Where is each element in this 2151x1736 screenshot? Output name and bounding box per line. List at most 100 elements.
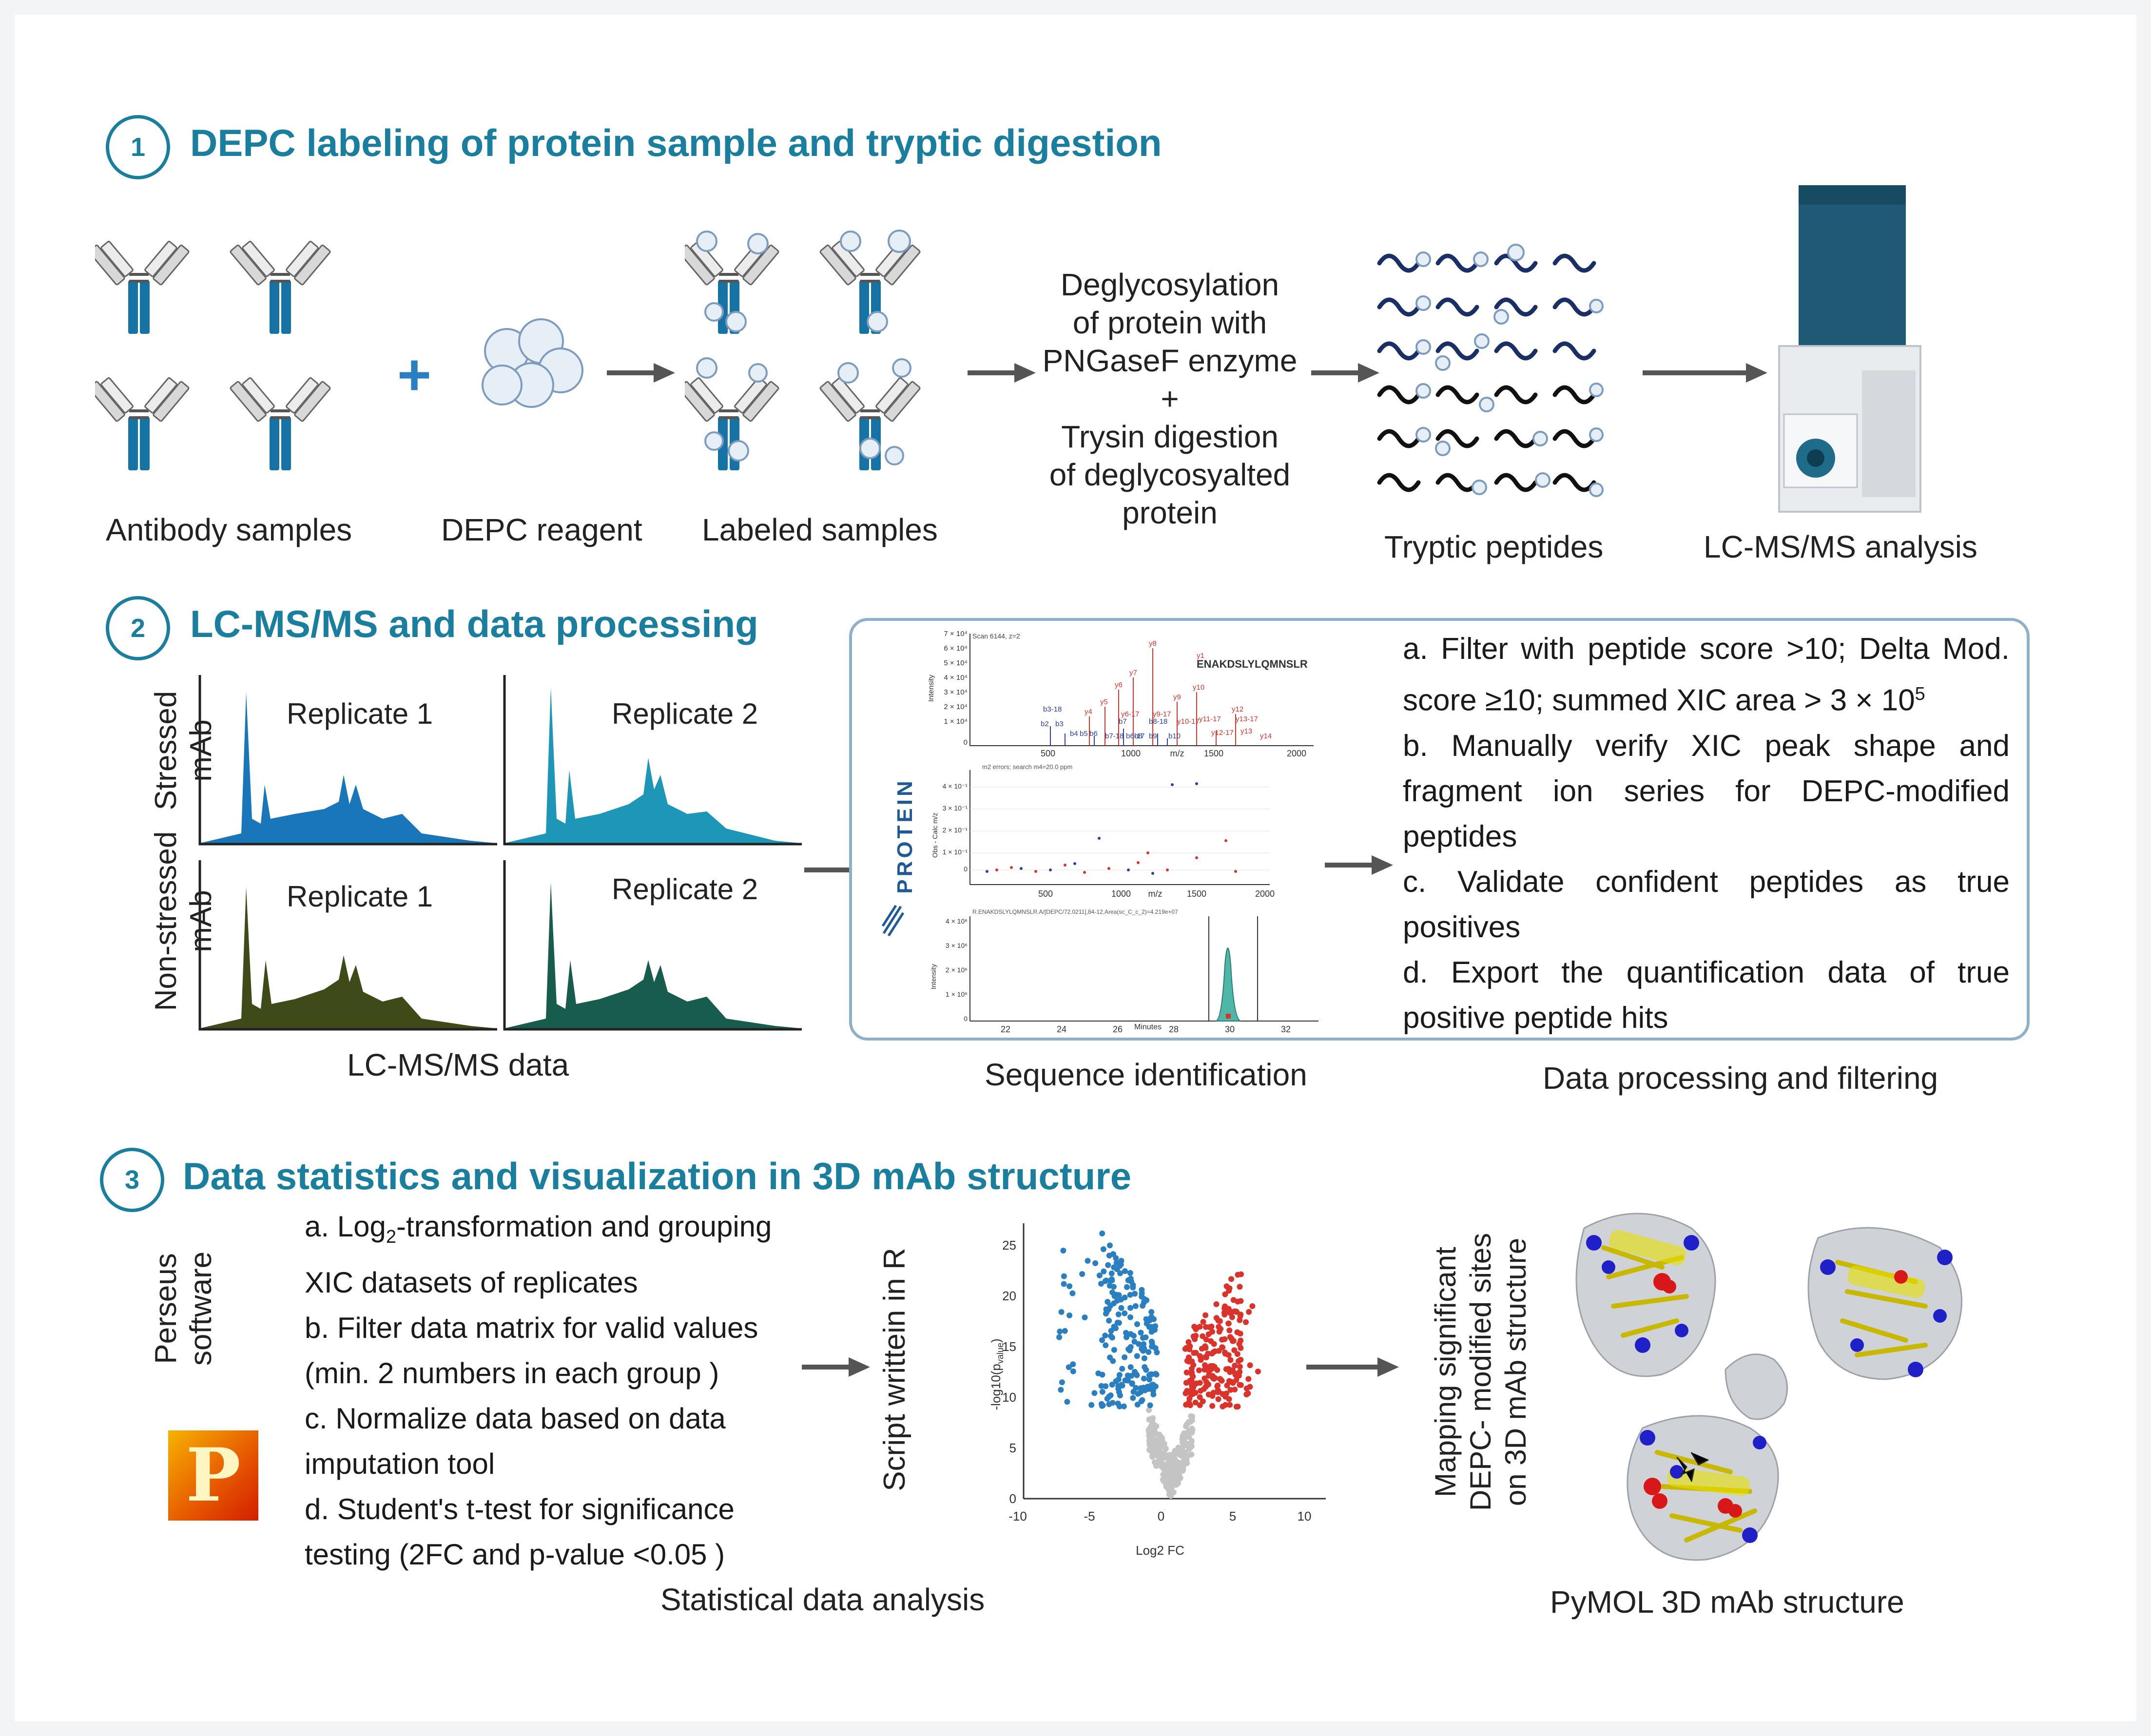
volcano-point-not-significant — [1183, 1423, 1189, 1429]
xic-ytick: 1 × 10⁶ — [946, 990, 968, 998]
arrow-2 — [968, 363, 1036, 383]
step-1-title: DEPC labeling of protein sample and tryp… — [190, 121, 1162, 164]
volcano-point-down-regulated — [1141, 1341, 1147, 1347]
lcms-analysis-label: LC-MS/MS analysis — [1704, 529, 1977, 564]
volcano-point-down-regulated — [1146, 1376, 1153, 1383]
volcano-point-not-significant — [1163, 1480, 1169, 1486]
volcano-point-down-regulated — [1082, 1314, 1088, 1321]
volcano-point-up-regulated — [1187, 1377, 1193, 1384]
volcano-point-not-significant — [1160, 1465, 1166, 1471]
volcano-point-up-regulated — [1245, 1390, 1251, 1396]
volcano-xtick: -10 — [1008, 1509, 1027, 1524]
chromatogram-stressed-replicate-1 — [198, 675, 497, 846]
volcano-point-up-regulated — [1237, 1284, 1243, 1290]
volcano-ytick: 15 — [1002, 1339, 1016, 1354]
chromatogram-nonstressed-replicate-1 — [198, 860, 497, 1031]
ion-label: b7-18 — [1105, 732, 1124, 740]
volcano-point-down-regulated — [1139, 1287, 1145, 1293]
volcano-point-up-regulated — [1202, 1354, 1208, 1360]
perseus-software-label: Perseus software — [149, 1251, 218, 1366]
error-ytick: 0 — [964, 865, 968, 873]
volcano-point-up-regulated — [1213, 1315, 1220, 1321]
volcano-point-down-regulated — [1066, 1283, 1073, 1290]
volcano-point-down-regulated — [1058, 1309, 1065, 1315]
volcano-point-down-regulated — [1145, 1349, 1152, 1355]
volcano-point-up-regulated — [1209, 1374, 1216, 1380]
volcano-point-up-regulated — [1197, 1402, 1203, 1408]
ion-label: b3 — [1055, 720, 1064, 728]
ion-label: b2 — [1041, 720, 1049, 728]
volcano-point-down-regulated — [1059, 1379, 1065, 1386]
volcano-point-not-significant — [1160, 1439, 1166, 1446]
volcano-point-not-significant — [1146, 1441, 1153, 1447]
spectrum-ytick: 6 × 10⁴ — [944, 644, 968, 653]
volcano-point-up-regulated — [1221, 1305, 1228, 1312]
volcano-point-down-regulated — [1091, 1390, 1098, 1396]
volcano-point-down-regulated — [1138, 1330, 1144, 1336]
volcano-point-up-regulated — [1245, 1376, 1252, 1382]
volcano-point-up-regulated — [1236, 1372, 1242, 1379]
volcano-point-not-significant — [1188, 1439, 1195, 1446]
volcano-ytick: 10 — [1002, 1390, 1016, 1405]
xic-xtick: 24 — [1057, 1024, 1066, 1034]
volcano-point-not-significant — [1180, 1462, 1186, 1468]
volcano-point-down-regulated — [1127, 1364, 1134, 1370]
volcano-point-up-regulated — [1221, 1310, 1227, 1316]
statistical-analysis-label: Statistical data analysis — [660, 1582, 985, 1617]
step-3-title: Data statistics and visualization in 3D … — [183, 1155, 1132, 1197]
volcano-point-not-significant — [1184, 1443, 1191, 1449]
volcano-point-down-regulated — [1140, 1335, 1146, 1341]
volcano-point-up-regulated — [1225, 1320, 1232, 1327]
ion-label: y10-17 — [1177, 717, 1200, 726]
volcano-point-up-regulated — [1247, 1384, 1253, 1390]
volcano-point-up-regulated — [1235, 1404, 1241, 1409]
volcano-point-up-regulated — [1231, 1347, 1238, 1353]
ms2-spectrum-plot: Scan 6144, z=2 ENAKDSLYLQMNSLR 7 × 10⁴ 6… — [924, 629, 1316, 760]
error-xtick: 1000 — [1111, 889, 1131, 899]
ion-label: y6-17 — [1121, 710, 1140, 718]
volcano-point-down-regulated — [1106, 1401, 1112, 1408]
volcano-point-down-regulated — [1148, 1329, 1155, 1335]
volcano-point-up-regulated — [1255, 1369, 1261, 1375]
volcano-point-up-regulated — [1232, 1387, 1238, 1393]
volcano-point-not-significant — [1151, 1446, 1158, 1452]
volcano-point-up-regulated — [1220, 1391, 1226, 1397]
volcano-point-not-significant — [1165, 1460, 1171, 1466]
volcano-point-up-regulated — [1222, 1402, 1229, 1408]
volcano-point-down-regulated — [1115, 1386, 1122, 1392]
volcano-point-down-regulated — [1111, 1347, 1117, 1353]
spectrum-xtick: 2000 — [1287, 749, 1306, 758]
volcano-point-not-significant — [1182, 1452, 1188, 1459]
ion-label: y11-17 — [1199, 715, 1221, 723]
antibody-samples-label: Antibody samples — [106, 512, 352, 547]
volcano-point-down-regulated — [1070, 1361, 1076, 1368]
volcano-point-down-regulated — [1056, 1334, 1063, 1340]
ion-label: y14 — [1260, 732, 1272, 740]
volcano-point-down-regulated — [1070, 1368, 1076, 1374]
volcano-point-up-regulated — [1238, 1271, 1244, 1277]
volcano-point-up-regulated — [1237, 1313, 1243, 1319]
volcano-point-down-regulated — [1141, 1355, 1147, 1361]
volcano-point-up-regulated — [1201, 1386, 1207, 1392]
xic-ytick: 3 × 10⁶ — [946, 942, 968, 949]
volcano-point-down-regulated — [1141, 1375, 1147, 1382]
data-processing-label: Data processing and filtering — [1543, 1061, 1938, 1096]
xic-xtick: 22 — [1001, 1024, 1010, 1034]
ion-label: y13-17 — [1236, 715, 1258, 723]
arrow-8 — [1306, 1357, 1399, 1377]
volcano-point-down-regulated — [1061, 1281, 1067, 1287]
ion-label: b8 — [1134, 732, 1143, 740]
volcano-point-up-regulated — [1189, 1370, 1195, 1376]
ion-label: y5 — [1100, 698, 1108, 706]
volcano-point-up-regulated — [1226, 1288, 1232, 1294]
volcano-point-up-regulated — [1233, 1309, 1240, 1314]
volcano-point-up-regulated — [1202, 1362, 1208, 1369]
volcano-point-up-regulated — [1211, 1341, 1217, 1347]
filter-steps: a. Filter with peptide score >10; Delta … — [1403, 626, 2010, 1041]
xic-xtick: 30 — [1225, 1024, 1235, 1034]
step-2-title: LC-MS/MS and data processing — [190, 602, 758, 645]
volcano-point-down-regulated — [1057, 1329, 1063, 1334]
volcano-point-down-regulated — [1099, 1337, 1105, 1343]
spectrum-title: Scan 6144, z=2 — [972, 632, 1020, 640]
volcano-point-down-regulated — [1128, 1373, 1134, 1379]
